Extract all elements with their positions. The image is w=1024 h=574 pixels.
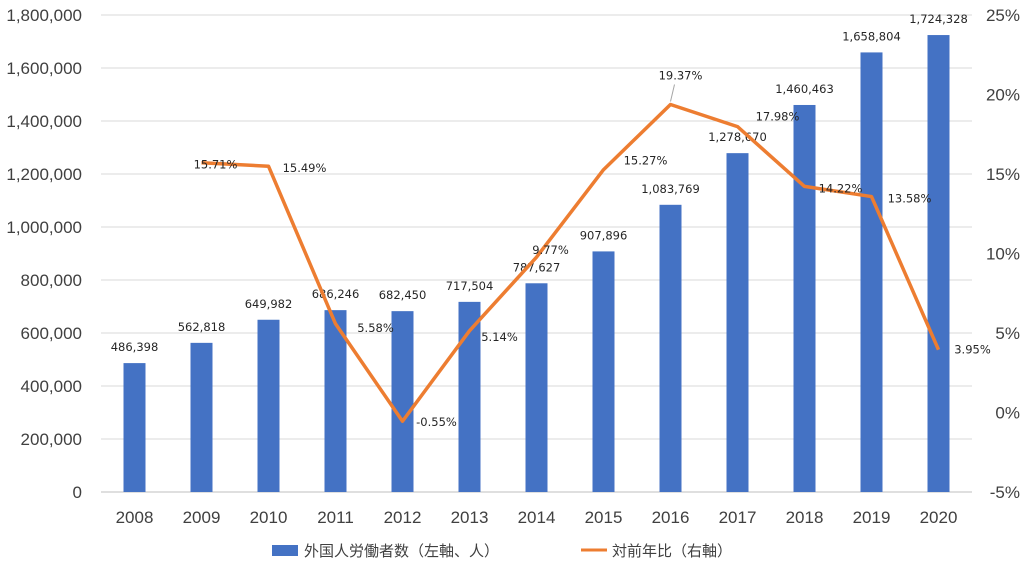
- right-axis-tick-label: -5%: [990, 483, 1020, 502]
- right-axis-tick-label: 25%: [986, 6, 1020, 25]
- x-axis-tick-label: 2014: [518, 508, 556, 527]
- bar: [927, 35, 950, 493]
- x-axis-tick-label: 2018: [786, 508, 824, 527]
- left-axis-tick-label: 1,200,000: [6, 165, 82, 184]
- x-axis-tick-label: 2019: [853, 508, 891, 527]
- bar-data-label: 649,982: [245, 297, 293, 311]
- bar-data-label: 486,398: [111, 340, 159, 354]
- left-axis-tick-label: 0: [73, 483, 82, 502]
- line-data-label: -0.55%: [416, 415, 457, 429]
- x-axis: 2008 2009 2010 2011 2012 2013 2014 2015 2016 2017…: [116, 508, 958, 527]
- line-data-label: 15.71%: [194, 158, 238, 172]
- bar-data-label: 682,450: [379, 288, 427, 302]
- line-data-labels: 15.71% 15.49% 5.58% -0.55% 5.14% 9.77% 15.27% 1…: [194, 69, 991, 430]
- line-data-label: 13.58%: [888, 192, 932, 206]
- x-axis-tick-label: 2013: [451, 508, 489, 527]
- legend: 外国人労働者数（左軸、人） 対前年比（右軸）: [272, 542, 732, 560]
- right-axis: -5% 0% 5% 10% 15% 20% 25%: [986, 6, 1020, 502]
- bar-data-label: 562,818: [178, 320, 226, 334]
- bar-data-label: 907,896: [580, 228, 628, 242]
- right-axis-tick-label: 20%: [986, 86, 1020, 105]
- bar: [793, 104, 816, 493]
- leader-line: [670, 84, 675, 102]
- right-axis-tick-label: 0%: [995, 404, 1020, 423]
- left-axis-tick-label: 1,800,000: [6, 6, 82, 25]
- line-data-label: 14.22%: [819, 181, 863, 195]
- legend-bar-swatch: [272, 545, 298, 556]
- x-axis-tick-label: 2016: [652, 508, 690, 527]
- x-axis-tick-label: 2017: [719, 508, 757, 527]
- line-data-label: 5.58%: [357, 321, 394, 335]
- line-series: [201, 102, 941, 423]
- bar: [257, 319, 280, 492]
- bar-data-label: 686,246: [312, 287, 360, 301]
- x-axis-tick-label: 2008: [116, 508, 154, 527]
- bar-data-label: 717,504: [446, 279, 494, 293]
- line-data-label: 3.95%: [954, 343, 991, 357]
- bar: [391, 311, 414, 492]
- bar: [190, 342, 213, 492]
- left-axis-tick-label: 800,000: [21, 271, 82, 290]
- gridlines: [101, 14, 972, 493]
- bar: [659, 204, 682, 492]
- x-axis-tick-label: 2015: [585, 508, 623, 527]
- left-axis-tick-label: 1,000,000: [6, 218, 82, 237]
- left-axis: 0 200,000 400,000 600,000 800,000 1,000,000 1,…: [6, 6, 82, 502]
- x-axis-tick-label: 2020: [920, 508, 958, 527]
- line-data-label: 15.27%: [624, 154, 668, 168]
- line-data-label: 19.37%: [659, 69, 703, 83]
- bar-data-label: 1,278,670: [708, 130, 767, 144]
- right-axis-tick-label: 15%: [986, 165, 1020, 184]
- bar-series: [123, 35, 950, 493]
- bar: [592, 251, 615, 492]
- legend-line-label: 対前年比（右軸）: [612, 542, 732, 560]
- legend-bar-label: 外国人労働者数（左軸、人）: [304, 542, 499, 560]
- bar-data-label: 787,627: [513, 260, 561, 274]
- bar: [860, 52, 883, 493]
- line-data-label: 15.49%: [283, 161, 327, 175]
- x-axis-tick-label: 2012: [384, 508, 422, 527]
- bar-data-label: 1,658,804: [842, 29, 901, 43]
- right-axis-tick-label: 10%: [986, 245, 1020, 264]
- bar: [123, 363, 146, 492]
- left-axis-tick-label: 1,400,000: [6, 112, 82, 131]
- x-axis-tick-label: 2010: [250, 508, 288, 527]
- bar: [525, 283, 548, 492]
- bar-data-label: 1,724,328: [909, 12, 968, 26]
- left-axis-tick-label: 400,000: [21, 377, 82, 396]
- bar: [324, 310, 347, 492]
- line-data-label: 17.98%: [756, 110, 800, 124]
- line-data-label: 5.14%: [481, 330, 518, 344]
- bar: [458, 301, 481, 492]
- right-axis-tick-label: 5%: [995, 324, 1020, 343]
- left-axis-tick-label: 200,000: [21, 430, 82, 449]
- bar: [726, 153, 749, 492]
- x-axis-tick-label: 2009: [183, 508, 221, 527]
- line-series-path: [201, 102, 941, 423]
- left-axis-tick-label: 1,600,000: [6, 59, 82, 78]
- left-axis-tick-label: 600,000: [21, 324, 82, 343]
- line-data-label: 9.77%: [532, 243, 569, 257]
- bar-data-label: 1,460,463: [775, 82, 834, 96]
- x-axis-tick-label: 2011: [317, 508, 354, 527]
- bar-data-label: 1,083,769: [641, 182, 700, 196]
